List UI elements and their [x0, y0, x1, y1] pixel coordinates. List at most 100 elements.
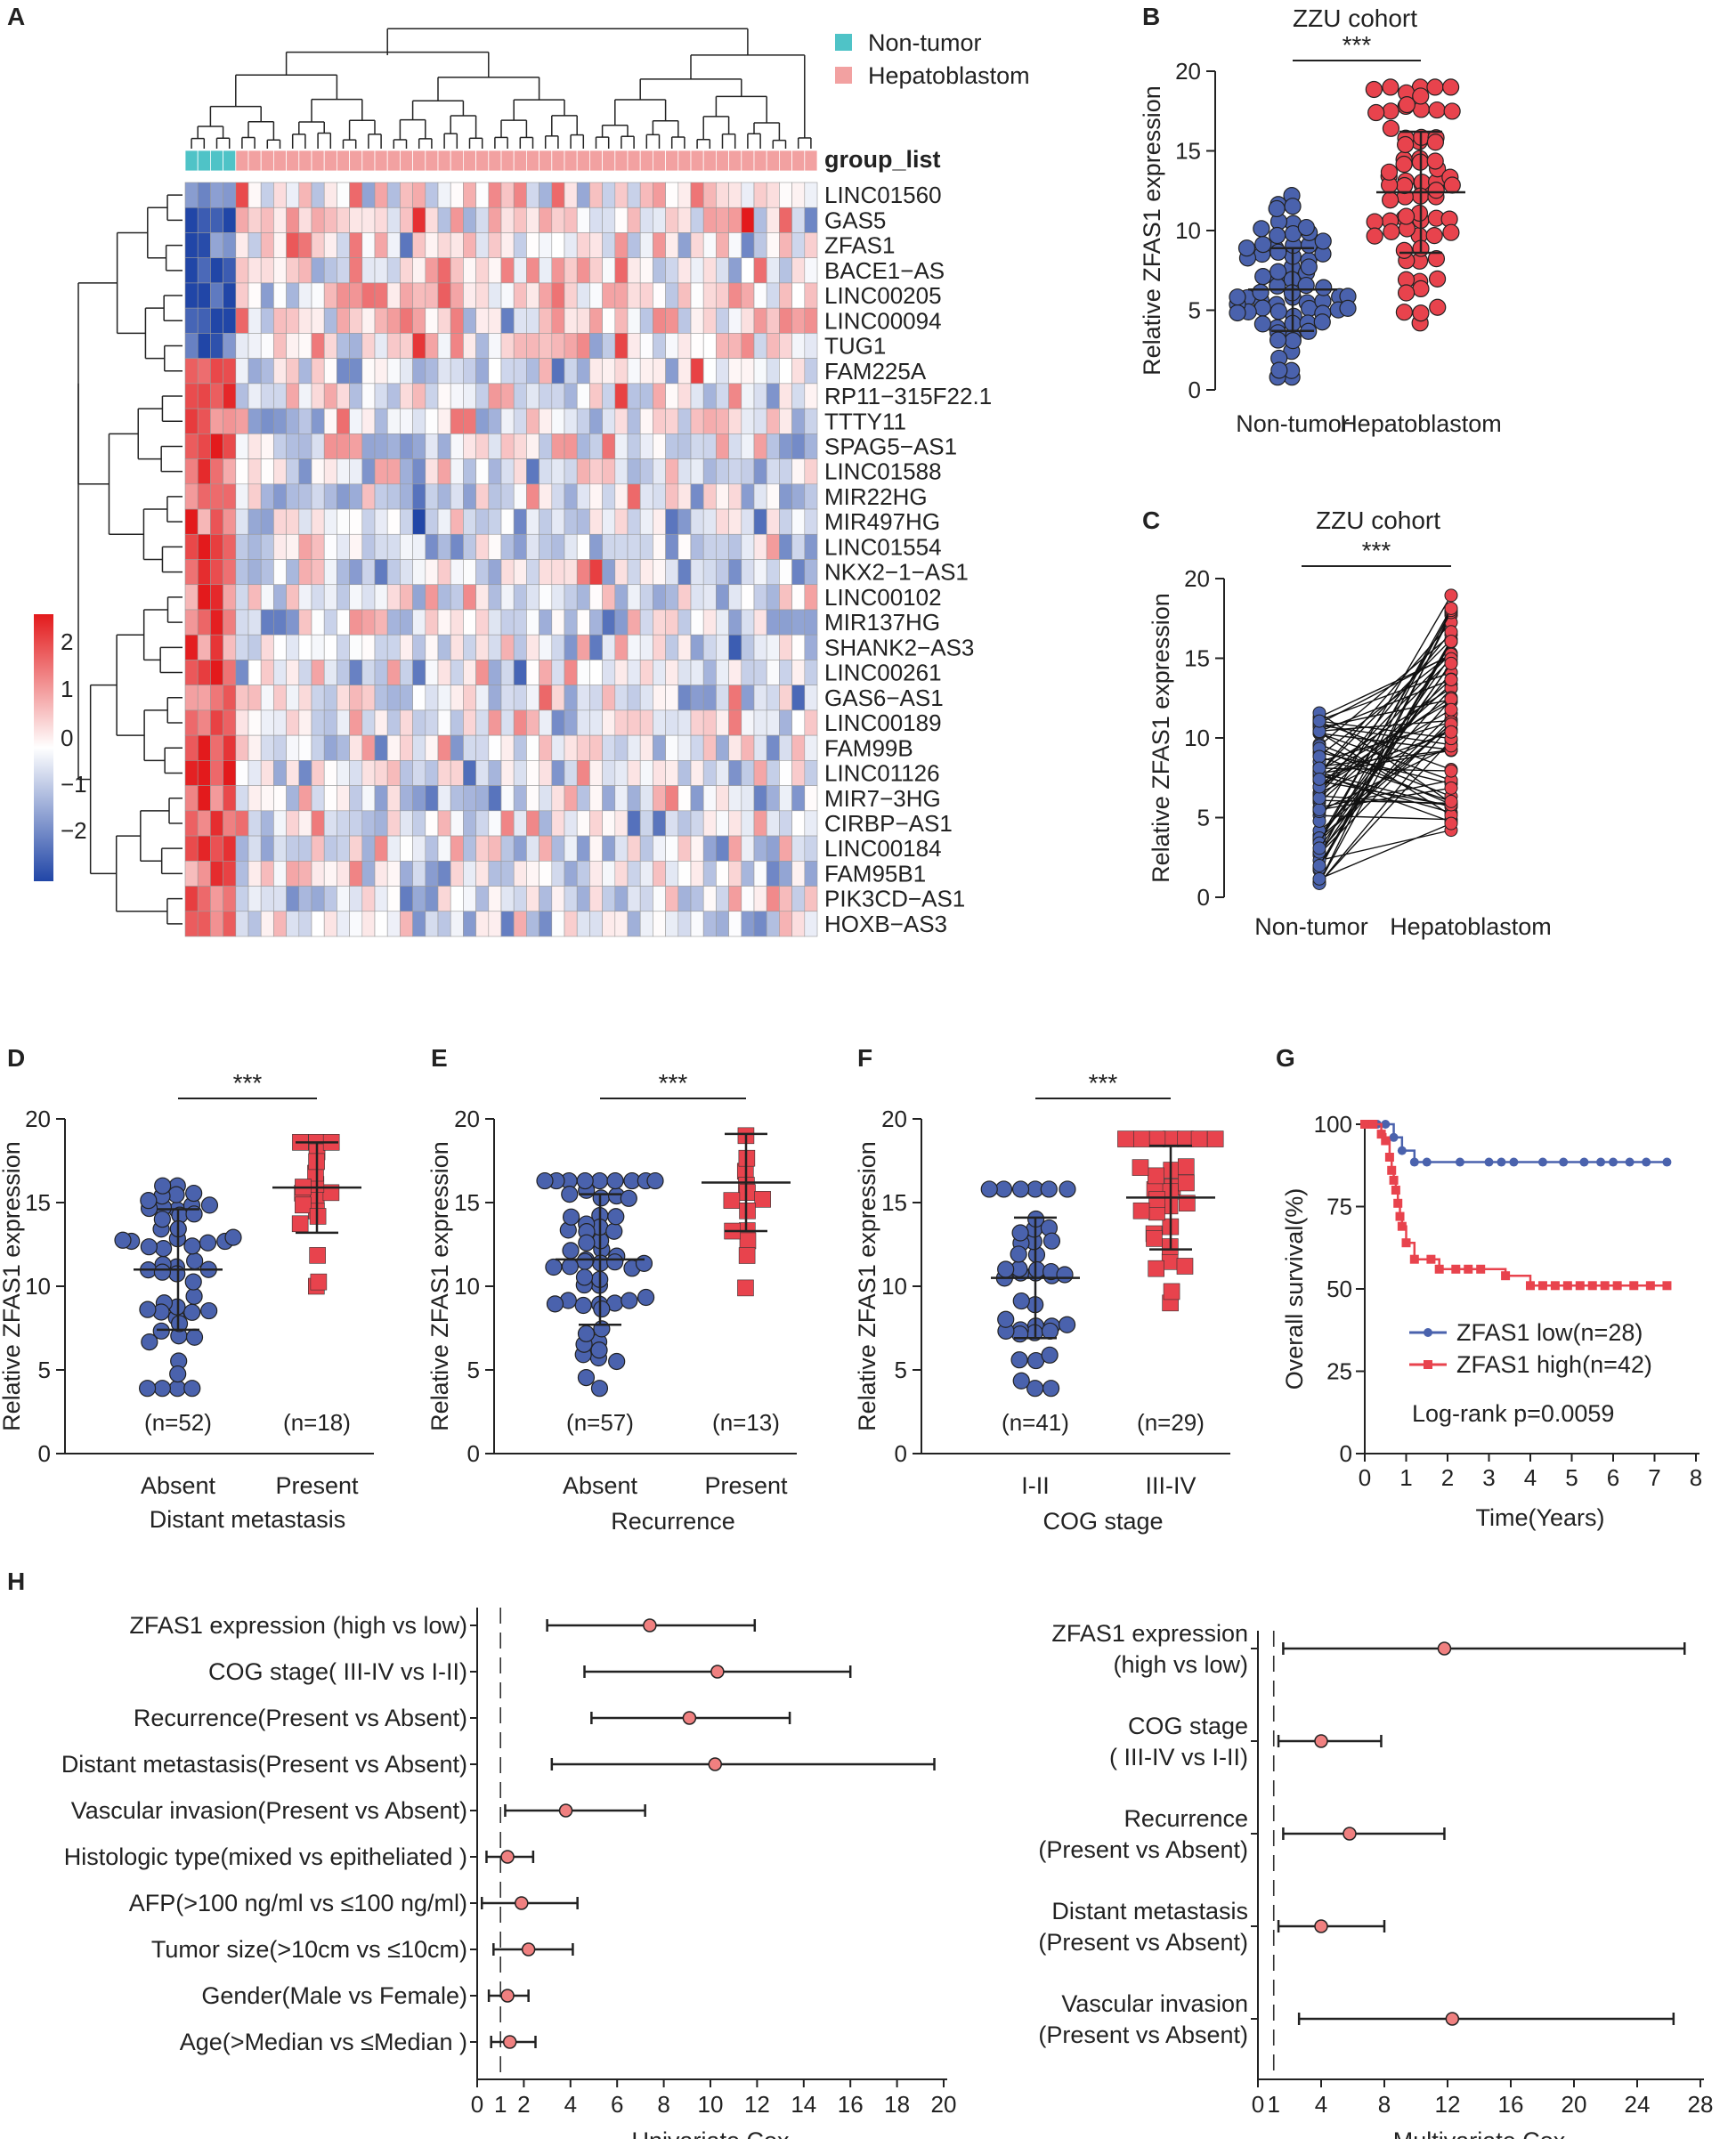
- heatmap-cell: [337, 433, 350, 459]
- heatmap-cell: [273, 433, 287, 459]
- heatmap-cell: [184, 282, 199, 309]
- data-point: [1444, 816, 1458, 830]
- heatmap-cell: [374, 408, 388, 434]
- x-tick-label: 8: [657, 2091, 669, 2118]
- heatmap-cell: [235, 333, 249, 359]
- heatmap-cell: [766, 760, 780, 786]
- heatmap-cell: [260, 333, 274, 359]
- heatmap-cell: [337, 383, 350, 409]
- gene-label: MIR137HG: [824, 609, 940, 636]
- heatmap-cell: [766, 734, 780, 761]
- data-point: [1412, 87, 1430, 105]
- group-annotation-cell: [349, 150, 363, 172]
- x-tick-label: 16: [1498, 2091, 1524, 2118]
- heatmap-cell: [311, 207, 325, 233]
- heatmap-cell: [677, 307, 692, 334]
- heatmap-cell: [374, 584, 388, 611]
- heatmap-cell: [349, 660, 363, 685]
- legend-marker: [1424, 1360, 1432, 1369]
- data-point: [1312, 803, 1326, 817]
- heatmap-cell: [665, 458, 679, 485]
- heatmap-cell: [247, 634, 262, 660]
- heatmap-cell: [576, 533, 590, 560]
- heatmap-cell: [779, 483, 792, 510]
- data-point: [1312, 871, 1326, 886]
- heatmap-cell: [779, 358, 792, 385]
- heatmap-cell: [412, 634, 426, 660]
- heatmap-cell: [400, 709, 413, 736]
- heatmap-cell: [539, 911, 553, 937]
- heatmap-cell: [639, 860, 653, 887]
- data-point: [1041, 1322, 1059, 1341]
- heatmap-cell: [576, 785, 590, 812]
- group-annotation-cell: [539, 150, 553, 172]
- heatmap-cell: [184, 358, 199, 385]
- censor-mark: [1642, 1157, 1651, 1167]
- censor-mark: [1550, 1281, 1560, 1291]
- heatmap-cell: [576, 383, 590, 409]
- heatmap-cell: [500, 483, 515, 510]
- heatmap-cell: [260, 860, 274, 887]
- heatmap-cell: [665, 734, 679, 761]
- heatmap-cell: [627, 785, 641, 812]
- heatmap-cell: [564, 734, 578, 761]
- heatmap-cell: [589, 886, 603, 912]
- data-point: [1312, 791, 1326, 806]
- heatmap-cell: [425, 232, 439, 259]
- heatmap-cell: [804, 685, 818, 711]
- heatmap-cell: [374, 383, 388, 409]
- pair-line: [1318, 723, 1452, 839]
- heatmap-cell: [539, 483, 553, 510]
- heatmap-cell: [488, 433, 502, 459]
- data-point: [1366, 213, 1383, 231]
- data-point: [576, 1252, 594, 1270]
- heatmap-cell: [210, 634, 223, 660]
- x-tick-label: 7: [1648, 1464, 1660, 1491]
- heatmap-cell: [286, 282, 300, 309]
- heatmap-cell: [412, 232, 426, 259]
- group-annotation-cell: [311, 150, 325, 172]
- heatmap-cell: [702, 709, 717, 736]
- heatmap-cell: [627, 408, 641, 434]
- heatmap-cell: [576, 358, 590, 385]
- heatmap-cell: [323, 835, 337, 862]
- heatmap-cell: [386, 458, 401, 485]
- heatmap-cell: [400, 660, 413, 685]
- data-point: [997, 1310, 1015, 1328]
- heatmap-cell: [791, 207, 806, 233]
- data-point: [1444, 588, 1458, 603]
- heatmap-cell: [247, 785, 262, 812]
- data-point: [169, 1365, 187, 1383]
- heatmap-cell: [665, 307, 679, 334]
- heatmap-cell: [526, 458, 539, 485]
- heatmap-cell: [298, 358, 312, 385]
- gene-label: FAM95B1: [824, 860, 926, 887]
- forest-row-label: (high vs low): [1113, 1651, 1248, 1678]
- heatmap-cell: [779, 760, 792, 786]
- heatmap-cell: [753, 232, 767, 259]
- panel-f-letter: F: [857, 1044, 872, 1072]
- heatmap-cell: [766, 182, 780, 208]
- heatmap-cell: [374, 533, 388, 560]
- heatmap-cell: [627, 483, 641, 510]
- heatmap-cell: [210, 760, 223, 786]
- heatmap-cell: [753, 333, 767, 359]
- group-annotation-cell: [336, 150, 350, 172]
- heatmap-cell: [247, 182, 262, 208]
- data-point: [183, 1380, 201, 1398]
- panel-c-letter: C: [1142, 506, 1160, 534]
- heatmap-cell: [779, 533, 792, 560]
- heatmap-cell: [602, 709, 616, 736]
- y-tick-label: 0: [895, 1440, 907, 1467]
- heatmap-cell: [412, 760, 426, 786]
- heatmap-cell: [791, 508, 806, 535]
- heatmap-cell: [804, 911, 818, 937]
- heatmap-cell: [602, 685, 616, 711]
- heatmap-cell: [551, 660, 565, 685]
- heatmap-cell: [716, 660, 729, 685]
- forest-row-label: Gender(Male vs Female): [201, 1982, 467, 2009]
- heatmap-cell: [349, 559, 363, 586]
- heatmap-cell: [197, 358, 211, 385]
- heatmap-cell: [247, 232, 262, 259]
- group-annotation-cell: [702, 150, 717, 172]
